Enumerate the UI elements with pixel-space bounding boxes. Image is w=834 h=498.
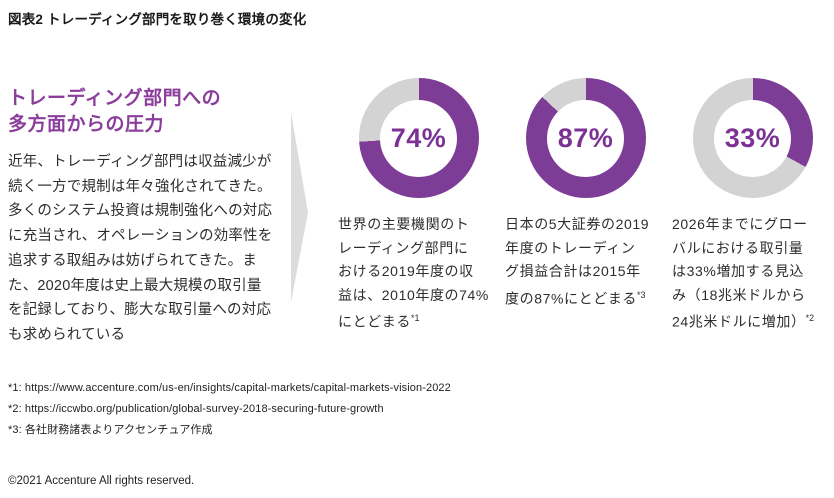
body-line: 続く一方で規制は年々強化されてきた。	[8, 178, 272, 195]
left-panel: トレーディング部門への 多方面からの圧力 近年、トレーディング部門は収益減少が …	[8, 86, 300, 348]
body-line: に充当され、オペレーションの効率性を	[8, 228, 273, 245]
caption-line: にとどまる*1	[338, 313, 420, 331]
caption-line: み（18兆米ドルから	[672, 286, 806, 303]
left-heading: トレーディング部門への 多方面からの圧力	[8, 86, 300, 138]
body-line: 多くのシステム投資は規制強化への対応	[8, 203, 273, 220]
stat-column-volume-growth: 33% 2026年までにグロー バルにおける取引量 は33%増加する見込 み（1…	[672, 78, 833, 335]
donut-chart-87-percent: 87%	[525, 78, 646, 198]
caption-line: 日本の5大証券の2019	[505, 216, 650, 232]
caption-line: 24兆米ドルに増加）*2	[672, 313, 815, 331]
footnote-ref: *3	[637, 289, 646, 300]
body-line: を記録しており、膨大な取引量への対応	[8, 302, 272, 319]
caption-line: バルにおける取引量	[672, 239, 804, 256]
caption-line: レーディング部門に	[338, 239, 469, 256]
caption-line: 世界の主要機関のト	[338, 216, 470, 232]
donut-hole	[714, 99, 791, 177]
stats-row: 74% 世界の主要機関のト レーディング部門に おける2019年度の収 益は、2…	[338, 78, 833, 335]
heading-line: トレーディング部門への	[8, 88, 222, 109]
footnote-line: *2: https://iccwbo.org/publication/globa…	[8, 403, 384, 415]
footnote-ref: *2	[805, 313, 815, 324]
footnote-ref: *1	[411, 313, 420, 324]
donut-hole	[380, 99, 457, 177]
caption-line: おける2019年度の収	[338, 263, 474, 280]
caption-line: は33%増加する見込	[672, 263, 805, 280]
donut-percent-label: 87%	[557, 122, 614, 153]
left-body-text: 近年、トレーディング部門は収益減少が 続く一方で規制は年々強化されてきた。 多く…	[8, 150, 300, 348]
body-line: 追求する取組みは妨げられてきた。ま	[8, 252, 258, 269]
figure-title: 図表2 トレーディング部門を取り巻く環境の変化	[8, 12, 307, 27]
caption-line: グ損益合計は2015年	[505, 263, 641, 280]
caption-line: 年度のトレーディン	[505, 239, 636, 256]
donut-percent-label: 74%	[390, 122, 447, 153]
caption-line: 度の87%にとどまる*3	[505, 289, 646, 307]
caption-line: 2026年までにグロー	[672, 216, 808, 232]
stat-column-global-revenue: 74% 世界の主要機関のト レーディング部門に おける2019年度の収 益は、2…	[338, 78, 499, 335]
donut-chart-33-percent: 33%	[692, 78, 813, 198]
donut-hole	[547, 99, 624, 177]
footnotes: *1: https://www.accenture.com/us-en/insi…	[8, 378, 451, 441]
body-line: も求められている	[8, 326, 126, 343]
body-line: た、2020年度は史上最大規模の取引量	[8, 277, 262, 294]
footnote-line: *3: 各社財務諸表よりアクセンチュア作成	[8, 424, 213, 436]
footnote-line: *1: https://www.accenture.com/us-en/insi…	[8, 382, 451, 394]
stat-caption: 日本の5大証券の2019 年度のトレーディン グ損益合計は2015年 度の87%…	[505, 213, 666, 311]
stat-caption: 2026年までにグロー バルにおける取引量 は33%増加する見込 み（18兆米ド…	[672, 213, 833, 335]
stat-caption: 世界の主要機関のト レーディング部門に おける2019年度の収 益は、2010年…	[338, 213, 499, 335]
heading-line: 多方面からの圧力	[8, 114, 165, 135]
caption-line: 益は、2010年度の74%	[338, 286, 489, 303]
body-line: 近年、トレーディング部門は収益減少が	[8, 154, 272, 170]
copyright: ©2021 Accenture All rights reserved.	[8, 475, 195, 487]
stat-column-japan-securities: 87% 日本の5大証券の2019 年度のトレーディン グ損益合計は2015年 度…	[505, 78, 666, 335]
donut-chart-74-percent: 74%	[358, 78, 479, 198]
donut-percent-label: 33%	[724, 122, 781, 153]
